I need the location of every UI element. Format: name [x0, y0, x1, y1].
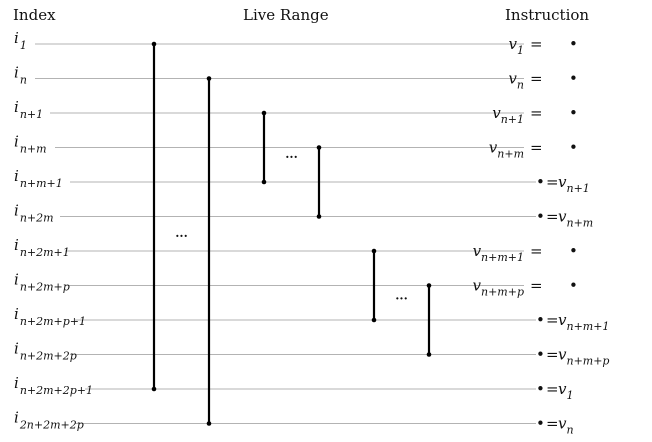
instruction-bullet: • [536, 311, 545, 329]
instruction-equals: = [530, 277, 543, 295]
instruction-bullet: • [569, 35, 578, 53]
index-label: in+m [14, 133, 47, 156]
instruction-use: vn+m+1 [558, 311, 609, 333]
index-label: in+2m+2p+1 [14, 374, 93, 397]
range-start-dot [151, 41, 157, 47]
ellipses-layer: ......... [175, 147, 408, 302]
instruction-equals: = [546, 415, 559, 433]
range-end-dot [371, 317, 377, 323]
range-start-dot [261, 110, 267, 116]
instruction-def: v1 [509, 35, 524, 57]
header-instruction: Instruction [505, 6, 589, 24]
index-label: in+2m+p [14, 271, 70, 294]
index-label: in+2m+1 [14, 236, 70, 259]
range-end-dot [151, 386, 157, 392]
range-start-dot [371, 248, 377, 254]
range-start-dot [206, 76, 212, 81]
range-start-dot [316, 145, 322, 150]
index-label: in [14, 64, 27, 87]
instruction-use: vn+m+p [558, 346, 609, 368]
instruction-def: vn+m+p [473, 277, 524, 299]
ellipsis: ... [395, 288, 408, 302]
ellipsis: ... [285, 147, 298, 161]
index-label: i2n+2m+2p [14, 409, 84, 432]
instruction-use: v1 [558, 380, 573, 402]
instruction-bullet: • [569, 242, 578, 260]
instruction-equals: = [530, 139, 543, 157]
instruction-equals: = [546, 380, 559, 398]
instruction-use: vn+m [558, 208, 593, 230]
index-label: in+2m [14, 202, 54, 225]
instruction-equals: = [546, 208, 559, 226]
instruction-equals: = [530, 35, 543, 53]
index-label: in+2m+2p [14, 340, 77, 363]
instruction-equals: = [530, 70, 543, 88]
range-end-dot [206, 421, 212, 426]
instruction-bullet: • [569, 139, 578, 157]
instruction-equals: = [530, 242, 543, 260]
instruction-def: vn+m+1 [473, 242, 524, 264]
instruction-bullet: • [536, 346, 545, 364]
ellipsis: ... [175, 226, 188, 240]
index-label: in+1 [14, 98, 43, 121]
live-ranges-layer [151, 41, 432, 426]
instruction-bullet: • [536, 415, 545, 433]
range-start-dot [426, 283, 432, 288]
instruction-bullet: • [536, 208, 545, 226]
range-end-dot [261, 179, 267, 185]
instruction-equals: = [530, 104, 543, 122]
instruction-def: vn+1 [492, 104, 524, 126]
instruction-use: vn+1 [558, 173, 590, 195]
instruction-equals: = [546, 346, 559, 364]
rows-layer: i1 v1 = •in vn = •in+1 vn+1 = •in+m vn+m = •in+m+1 • =… [14, 29, 609, 437]
range-end-dot [316, 214, 322, 219]
instruction-def: vn+m [489, 139, 524, 161]
instruction-use: vn [558, 415, 574, 437]
instruction-bullet: • [536, 173, 545, 191]
header-live-range: Live Range [243, 6, 329, 24]
instruction-equals: = [546, 311, 559, 329]
header-index: Index [13, 6, 56, 24]
instruction-bullet: • [536, 380, 545, 398]
instruction-equals: = [546, 173, 559, 191]
index-label: i1 [14, 29, 27, 52]
instruction-bullet: • [569, 104, 578, 122]
instruction-def: vn [508, 70, 524, 92]
range-end-dot [426, 352, 432, 357]
index-label: in+2m+p+1 [14, 305, 86, 328]
index-label: in+m+1 [14, 167, 63, 190]
instruction-bullet: • [569, 277, 578, 295]
instruction-bullet: • [569, 70, 578, 88]
